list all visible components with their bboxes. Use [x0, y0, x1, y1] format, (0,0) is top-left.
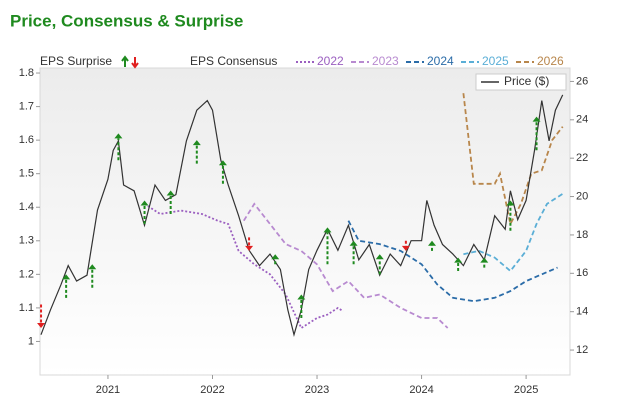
surprise-arrow — [140, 200, 149, 206]
y-tick-label: 1.5 — [19, 168, 34, 180]
x-tick-label: 2025 — [514, 384, 538, 396]
y2-tick-label: 16 — [576, 267, 588, 279]
y-tick-label: 1.3 — [19, 235, 34, 247]
surprise-arrow — [480, 257, 489, 263]
surprise-arrow — [428, 240, 437, 246]
surprise-arrow — [192, 140, 201, 146]
y-tick-label: 1.7 — [19, 100, 34, 112]
legend-label: 2024 — [427, 54, 454, 68]
y-tick-label: 1.8 — [19, 67, 34, 79]
surprise-arrow — [506, 200, 515, 206]
surprise-arrow — [349, 240, 358, 246]
surprise-arrow — [375, 254, 384, 260]
surprise-arrow — [323, 227, 332, 233]
legend-label: 2025 — [482, 54, 509, 68]
y2-tick-label: 20 — [576, 190, 588, 202]
y2-tick-label: 26 — [576, 75, 588, 87]
legend-label: 2023 — [372, 54, 399, 68]
consensus-legend: EPS Consensus — [190, 54, 277, 68]
surprise-arrow — [271, 254, 280, 260]
surprise-arrow — [454, 257, 463, 263]
surprise-arrow — [166, 190, 175, 196]
surprise-arrow — [245, 245, 254, 251]
down-arrow-icon — [131, 57, 139, 69]
y2-tick-label: 22 — [576, 152, 588, 164]
up-arrow-icon — [121, 55, 129, 67]
y2-tick-label: 18 — [576, 229, 588, 241]
y-tick-label: 1.6 — [19, 134, 34, 146]
legend-label: 2026 — [537, 54, 564, 68]
x-tick-label: 2024 — [409, 384, 433, 396]
x-tick-label: 2022 — [200, 384, 224, 396]
series-line — [144, 203, 344, 330]
surprise-arrow — [218, 160, 227, 166]
surprise-arrow — [62, 274, 71, 280]
y-tick-label: 1.4 — [19, 201, 34, 213]
series-line — [463, 193, 564, 273]
legend-label: 2022 — [317, 54, 344, 68]
x-tick-label: 2021 — [96, 384, 120, 396]
chart-title: Price, Consensus & Surprise — [10, 11, 243, 30]
y-tick-label: 1.1 — [19, 302, 34, 314]
y2-tick-label: 12 — [576, 344, 588, 356]
x-tick-label: 2023 — [305, 384, 329, 396]
legend-label: Price ($) — [504, 74, 549, 88]
series-line — [40, 94, 564, 337]
surprise-legend: EPS Surprise — [40, 54, 112, 68]
surprise-arrow — [37, 323, 46, 329]
surprise-arrow — [297, 294, 306, 300]
surprise-arrow — [401, 245, 410, 251]
series-line — [243, 202, 449, 329]
surprise-arrow — [532, 116, 541, 122]
plot-area — [39, 67, 571, 376]
y-tick-label: 1 — [28, 335, 34, 347]
surprise-arrow — [88, 264, 97, 270]
surprise-arrow — [114, 133, 123, 139]
y-tick-label: 1.2 — [19, 268, 34, 280]
series-line — [347, 220, 558, 303]
y2-tick-label: 24 — [576, 114, 588, 126]
y2-tick-label: 14 — [576, 306, 588, 318]
legend-box — [475, 73, 567, 91]
